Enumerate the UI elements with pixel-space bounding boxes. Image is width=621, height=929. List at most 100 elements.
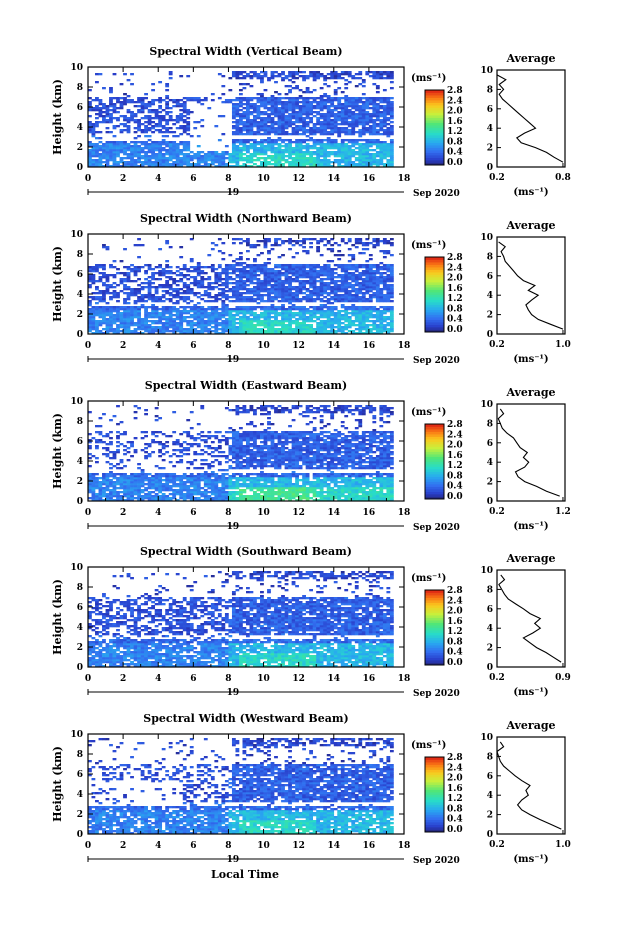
heatmap-cell [302, 151, 306, 154]
heatmap-cell [309, 127, 314, 130]
heatmap-cell [302, 117, 306, 120]
heatmap-cell [182, 298, 187, 301]
heatmap-cell [249, 318, 254, 321]
heatmap-cell [316, 149, 321, 152]
heatmap-cell [158, 141, 163, 144]
heatmap-cell [372, 274, 377, 277]
heatmap-cell [361, 282, 366, 285]
heatmap-cell [228, 264, 233, 267]
heatmap-cell [361, 326, 366, 329]
heatmap-cell [382, 316, 387, 319]
heatmap-cell [382, 89, 387, 92]
heatmap-cell [105, 115, 110, 118]
heatmap-cell [168, 272, 173, 275]
heatmap-cell [249, 320, 254, 323]
heatmap-cell [326, 139, 331, 142]
heatmap-cell [186, 133, 191, 136]
heatmap-cell [302, 274, 306, 277]
heatmap-cell [242, 320, 247, 323]
day-label: 19 [227, 188, 240, 198]
heatmap-cell [365, 159, 370, 162]
heatmap-cell [379, 294, 384, 297]
heatmap-cell [172, 105, 177, 108]
heatmap-cell [151, 282, 156, 285]
heatmap-cell [154, 125, 159, 128]
heatmap-cell [172, 288, 177, 291]
heatmap-cell [133, 312, 138, 315]
heatmap-cell [158, 314, 163, 317]
heatmap-cell [365, 286, 370, 289]
heatmap-cell [260, 296, 264, 299]
profile-line [498, 241, 564, 330]
heatmap-cell [382, 238, 387, 241]
heatmap-cell [312, 145, 317, 148]
heatmap-cell [221, 294, 226, 297]
heatmap-cell [386, 286, 391, 289]
heatmap-cell [368, 159, 373, 162]
heatmap-cell [238, 73, 243, 76]
heatmap-cell [291, 165, 296, 168]
colorbar-swatch [425, 155, 444, 158]
heatmap-cell [288, 103, 292, 106]
heatmap-cell [172, 143, 177, 146]
heatmap-cell [358, 318, 363, 321]
heatmap-cell [368, 290, 373, 293]
heatmap-cell [175, 266, 180, 269]
heatmap-cell [281, 330, 285, 333]
heatmap-cell [291, 75, 296, 78]
heatmap-cell [231, 308, 236, 311]
heatmap-cell [312, 292, 317, 295]
heatmap-cell [203, 328, 208, 331]
heatmap-cell [351, 143, 356, 146]
heatmap-cell [277, 286, 282, 289]
heatmap-cell [172, 153, 177, 156]
heatmap-cell [267, 282, 271, 285]
heatmap-cell [112, 163, 117, 166]
heatmap-cell [137, 97, 141, 100]
heatmap-cell [375, 159, 380, 162]
heatmap-cell [249, 125, 254, 128]
heatmap-cell [365, 139, 370, 142]
heatmap-cell [235, 149, 240, 152]
heatmap-cell [267, 103, 271, 106]
heatmap-cell [242, 97, 247, 100]
heatmap-cell [102, 107, 106, 110]
heatmap-cell [242, 153, 247, 156]
heatmap-cell [386, 278, 391, 281]
heatmap-cell [323, 147, 328, 150]
heatmap-cell [358, 272, 363, 275]
heatmap-cell [316, 274, 321, 277]
heatmap-cell [333, 155, 338, 158]
heatmap-cell [368, 272, 373, 275]
heatmap-cell [337, 159, 342, 162]
heatmap-cell [168, 276, 173, 279]
heatmap-cell [246, 83, 250, 86]
heatmap-cell [158, 284, 163, 287]
heatmap-cell [260, 103, 264, 106]
heatmap-cell [277, 157, 282, 160]
heatmap-cell [295, 322, 299, 325]
heatmap-cell [235, 97, 240, 100]
heatmap-cell [354, 153, 359, 156]
heatmap-cell [189, 306, 194, 309]
heatmap-cell [288, 157, 292, 160]
heatmap-cell [379, 119, 384, 122]
heatmap-cell [337, 165, 342, 168]
heatmap-cell [256, 332, 261, 335]
heatmap-cell [133, 324, 138, 327]
heatmap-cell [165, 89, 170, 92]
heatmap-cell [368, 242, 373, 245]
heatmap-cell [298, 332, 303, 335]
heatmap-cell [340, 113, 345, 116]
heatmap-cell [88, 310, 92, 313]
heatmap-cell [126, 318, 131, 321]
heatmap-cell [140, 161, 145, 164]
heatmap-cell [224, 306, 229, 309]
heatmap-cell [246, 111, 250, 114]
heatmap-cell [119, 260, 124, 263]
heatmap-cell [340, 155, 345, 158]
profile-line [496, 74, 564, 163]
heatmap-cell [221, 300, 226, 303]
heatmap-cell [119, 280, 124, 283]
heatmap-cell [365, 290, 370, 293]
